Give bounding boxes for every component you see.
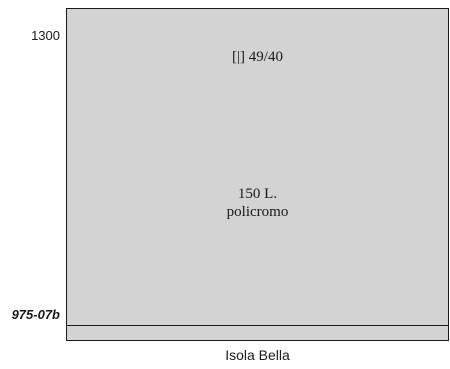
panel-center-line-2: policromo xyxy=(226,204,289,220)
panel-top-text: [|] 49/40 xyxy=(232,49,283,65)
caption-label: Isola Bella xyxy=(225,347,290,363)
baseline-divider xyxy=(67,325,448,326)
axis-bottom-label: 975-07b xyxy=(11,307,60,322)
panel-center-line-1: 150 L. xyxy=(237,186,278,202)
axis-top-label: 1300 xyxy=(31,28,60,43)
diagram-panel: [|] 49/40 150 L. policromo xyxy=(66,8,449,341)
